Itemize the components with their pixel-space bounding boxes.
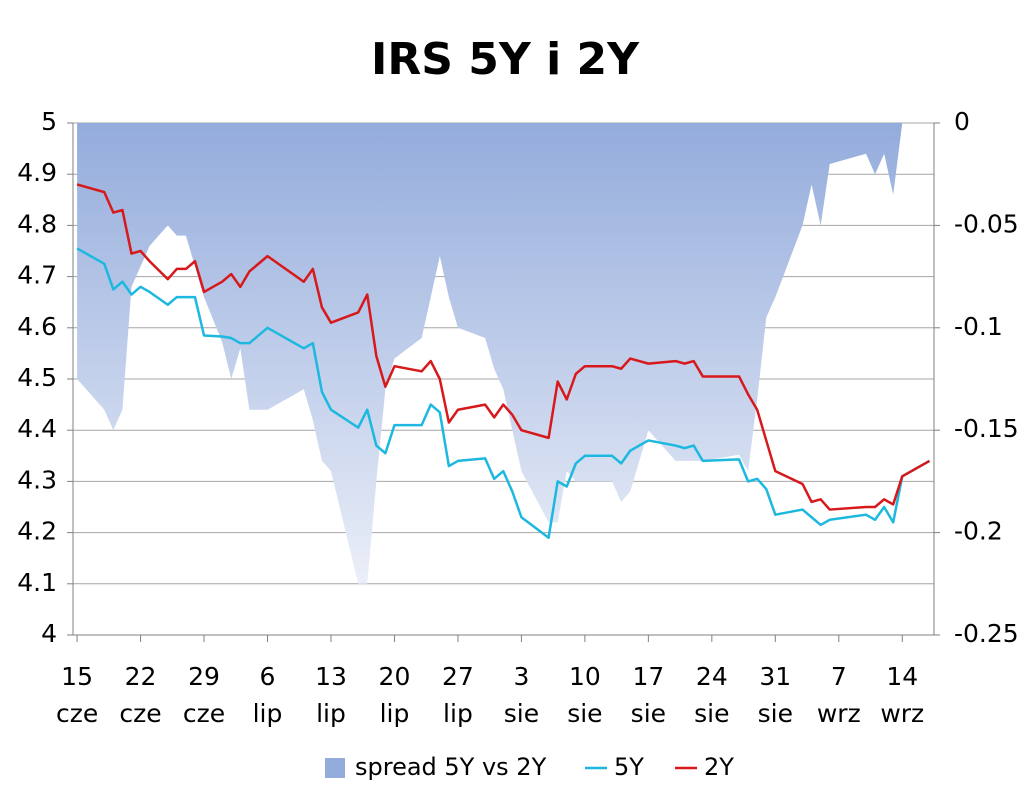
y-tick-label: 4.5 xyxy=(17,363,57,392)
y2-tick-label: -0.05 xyxy=(954,209,1019,238)
y-tick-label: 4.9 xyxy=(17,158,57,187)
chart-title: IRS 5Y i 2Y xyxy=(371,34,640,85)
x-tick-sublabel: sie xyxy=(504,699,539,728)
legend-swatch xyxy=(325,758,345,778)
spread-area xyxy=(77,123,930,584)
y-tick-label: 4 xyxy=(41,619,57,648)
x-tick-sublabel: sie xyxy=(631,699,666,728)
x-tick-label: 3 xyxy=(513,662,529,691)
x-tick-sublabel: lip xyxy=(316,699,346,728)
y2-tick-label: -0.2 xyxy=(954,517,1003,546)
x-tick-label: 22 xyxy=(125,662,157,691)
x-tick-sublabel: lip xyxy=(380,699,410,728)
x-tick-sublabel: lip xyxy=(443,699,473,728)
x-tick-sublabel: wrz xyxy=(817,699,861,728)
y-tick-label: 4.3 xyxy=(17,465,57,494)
series-line xyxy=(76,183,931,511)
x-tick-label: 20 xyxy=(379,662,411,691)
x-tick-label: 13 xyxy=(315,662,347,691)
x-tick-sublabel: cze xyxy=(119,699,161,728)
x-tick-label: 15 xyxy=(61,662,93,691)
x-tick-sublabel: cze xyxy=(56,699,98,728)
y2-tick-label: 0 xyxy=(954,107,970,136)
y-tick-label: 4.4 xyxy=(17,414,57,443)
y2-tick-label: -0.15 xyxy=(954,414,1019,443)
x-tick-label: 14 xyxy=(886,662,918,691)
y2-tick-label: -0.25 xyxy=(954,619,1019,648)
x-tick-label: 10 xyxy=(569,662,601,691)
x-tick-sublabel: sie xyxy=(567,699,602,728)
y-tick-label: 5 xyxy=(41,107,57,136)
series-line xyxy=(76,247,931,539)
legend-label: spread 5Y vs 2Y xyxy=(355,753,547,781)
x-tick-label: 27 xyxy=(442,662,474,691)
x-tick-label: 31 xyxy=(759,662,791,691)
legend-label: 2Y xyxy=(704,753,734,781)
x-tick-sublabel: wrz xyxy=(880,699,924,728)
y2-tick-label: -0.1 xyxy=(954,312,1003,341)
x-tick-label: 7 xyxy=(831,662,847,691)
y-tick-label: 4.2 xyxy=(17,517,57,546)
y-tick-label: 4.6 xyxy=(17,312,57,341)
x-tick-label: 24 xyxy=(696,662,728,691)
legend-label: 5Y xyxy=(614,753,644,781)
y-tick-label: 4.7 xyxy=(17,261,57,290)
x-tick-sublabel: cze xyxy=(183,699,225,728)
x-tick-label: 29 xyxy=(188,662,220,691)
x-tick-sublabel: sie xyxy=(758,699,793,728)
y-tick-label: 4.1 xyxy=(17,568,57,597)
x-tick-sublabel: sie xyxy=(694,699,729,728)
x-tick-label: 6 xyxy=(260,662,276,691)
y-tick-label: 4.8 xyxy=(17,209,57,238)
x-tick-label: 17 xyxy=(632,662,664,691)
x-tick-sublabel: lip xyxy=(253,699,283,728)
